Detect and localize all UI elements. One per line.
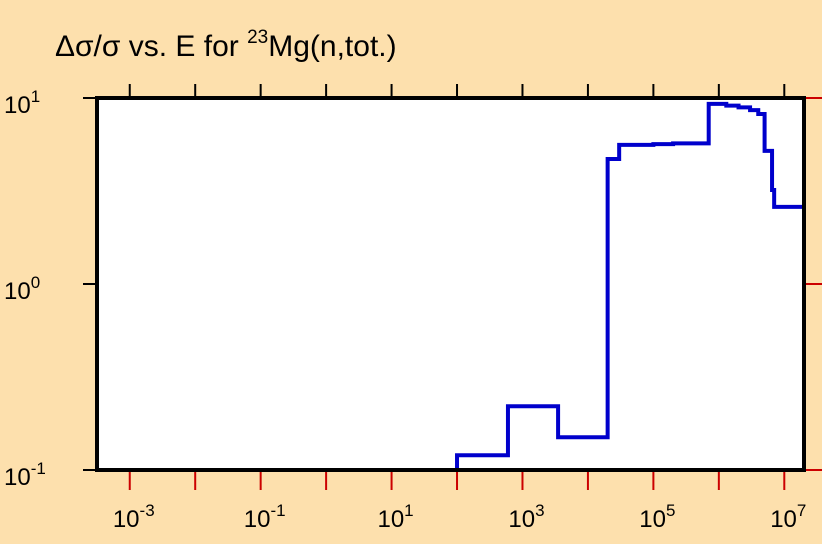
chart-title-prefix: Δσ/σ vs. E for	[55, 30, 247, 63]
y-tick-label: 10-1	[4, 459, 46, 491]
x-tick-label: 105	[639, 501, 675, 533]
outer-ticks	[128, 97, 822, 490]
plot-area	[97, 98, 804, 470]
chart-title-suffix: Mg(n,tot.)	[268, 30, 396, 63]
y-tick-labels: 101 100 10-1	[4, 87, 46, 491]
plot-frame	[95, 96, 806, 472]
x-tick-label: 101	[377, 501, 413, 533]
x-tick-label: 10-1	[244, 501, 286, 533]
chart-title: Δσ/σ vs. E for 23Mg(n,tot.)	[55, 27, 397, 63]
x-tick-label: 107	[770, 501, 806, 533]
y-tick-label: 101	[4, 87, 40, 119]
inner-ticks	[83, 84, 786, 471]
series-line	[97, 101, 806, 472]
x-tick-label: 103	[508, 501, 544, 533]
x-tick-label: 10-3	[113, 501, 155, 533]
x-tick-labels: 10-3 10-1 101 103 105 107	[113, 501, 807, 533]
y-tick-label: 100	[4, 273, 40, 305]
chart-title-superscript: 23	[247, 27, 268, 48]
